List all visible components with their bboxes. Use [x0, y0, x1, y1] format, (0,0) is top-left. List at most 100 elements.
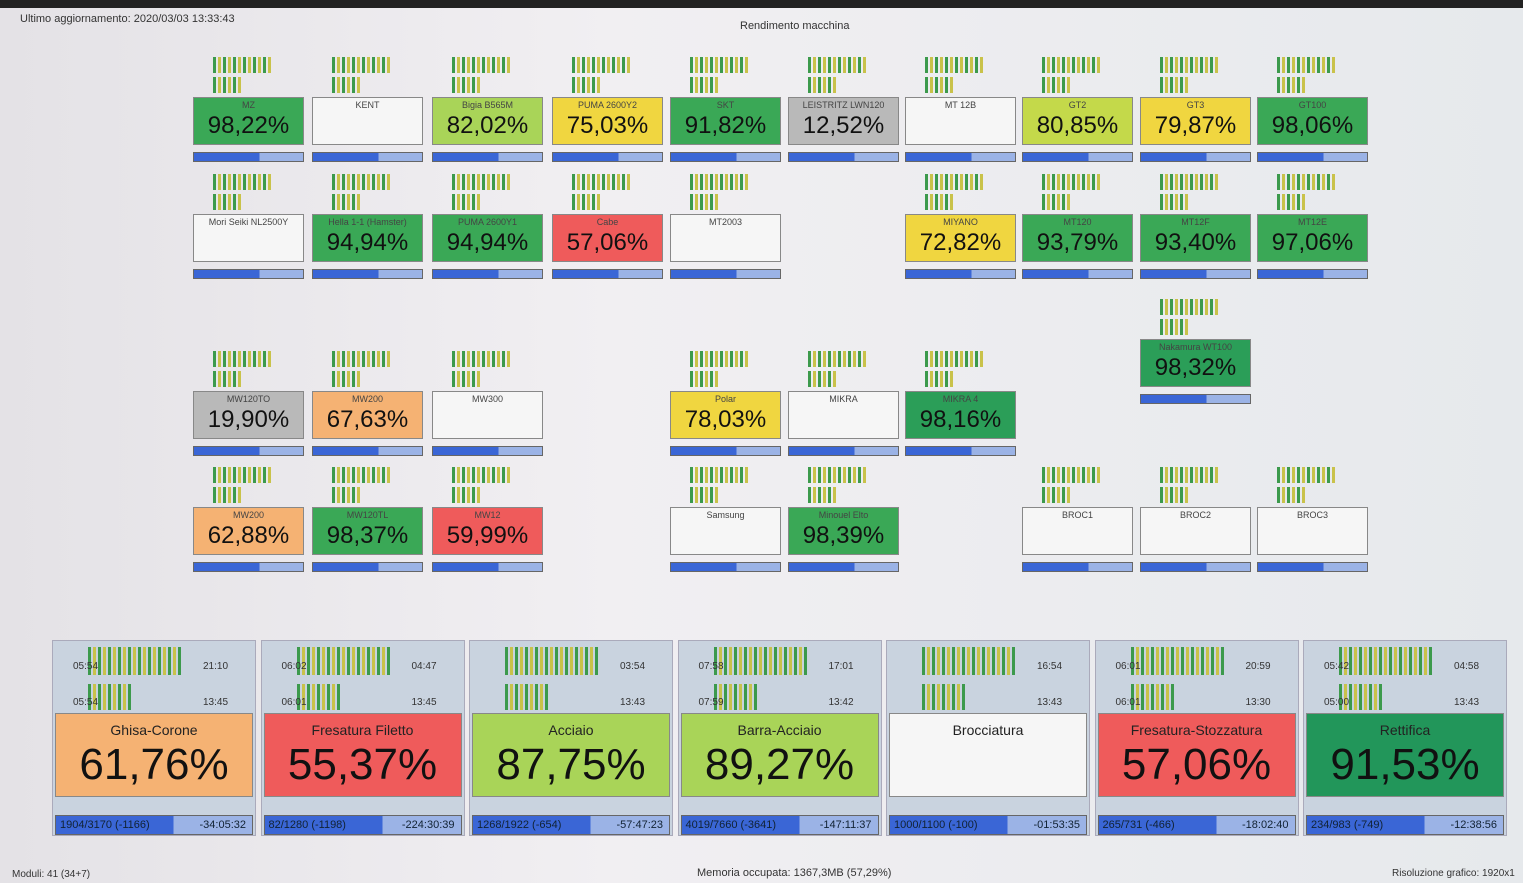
- time-label: 20:59: [1245, 661, 1271, 672]
- mini-chart: [922, 684, 967, 710]
- progress-bar: 82/1280 (-1198) -224:30:39: [263, 815, 462, 835]
- machine-name: BROC3: [1296, 510, 1328, 520]
- progress-bar: [432, 269, 543, 279]
- machine-name: KENT: [355, 100, 380, 110]
- mini-chart: [713, 647, 809, 675]
- machine-name: MW120TL: [346, 510, 389, 520]
- progress-bar: 265/731 (-466) -18:02:40: [1097, 815, 1296, 835]
- progress-bar: [312, 269, 423, 279]
- mini-chart: [1160, 487, 1190, 503]
- mini-chart: [1277, 77, 1307, 93]
- mini-chart: [690, 77, 720, 93]
- mini-chart: [213, 467, 273, 483]
- group-tile: Ghisa-Corone 61,76%: [55, 713, 253, 797]
- machine-name: Samsung: [706, 510, 745, 520]
- mini-chart: [808, 57, 868, 73]
- machine-tile: GT2 80,85%: [1022, 97, 1133, 145]
- machine-value: 93,79%: [1036, 229, 1119, 256]
- machine-value: 98,16%: [919, 406, 1002, 433]
- progress-bar: [1140, 152, 1251, 162]
- top-bar: [0, 0, 1523, 8]
- machine-tile: LEISTRITZ LWN120 12,52%: [788, 97, 899, 145]
- mini-chart: [690, 174, 750, 190]
- machine-tile: MT12E 97,06%: [1257, 214, 1368, 262]
- machine-value: 98,06%: [1271, 112, 1354, 139]
- group-name: Fresatura-Stozzatura: [1130, 722, 1263, 738]
- machine-value: 93,40%: [1154, 229, 1237, 256]
- mini-chart: [332, 194, 362, 210]
- machine-name: MW200: [232, 510, 264, 520]
- mini-chart: [1160, 194, 1190, 210]
- machine-name: BROC2: [1179, 510, 1211, 520]
- progress-bar: [670, 152, 781, 162]
- machine-tile: MIKRA: [788, 391, 899, 439]
- group-value: 57,06%: [1121, 740, 1272, 789]
- machine-name: Polar: [714, 394, 736, 404]
- group-panel: 03:54 13:43 Acciaio 87,75% 1268/1922 (-654) -…: [469, 640, 673, 836]
- machine-tile: MW300: [432, 391, 543, 439]
- group-count: 265/731 (-466): [1102, 819, 1175, 831]
- time-label: 13:42: [828, 697, 854, 708]
- time-label: 07:58: [698, 661, 724, 672]
- last-update: Ultimo aggiornamento: 2020/03/03 13:33:4…: [20, 13, 235, 25]
- progress-bar: [193, 152, 304, 162]
- machine-value: 72,82%: [919, 229, 1002, 256]
- progress-bar: [788, 152, 899, 162]
- progress-bar: 4019/7660 (-3641) -147:11:37: [680, 815, 879, 835]
- group-time: -18:02:40: [1242, 819, 1289, 831]
- machine-tile: MW200 62,88%: [193, 507, 304, 555]
- progress-bar: [1257, 269, 1368, 279]
- mini-chart: [1042, 467, 1102, 483]
- progress-bar: [670, 446, 781, 456]
- mini-chart: [690, 194, 720, 210]
- machine-tile: MIKRA 4 98,16%: [905, 391, 1016, 439]
- group-count: 1000/1100 (-100): [894, 819, 978, 831]
- machine-tile: MT2003: [670, 214, 781, 262]
- mini-chart: [452, 77, 482, 93]
- progress-bar: [432, 152, 543, 162]
- progress-bar: 1000/1100 (-100) -01:53:35: [889, 815, 1087, 835]
- progress-bar: 1904/3170 (-1166) -34:05:32: [55, 815, 253, 835]
- group-time: -34:05:32: [199, 819, 246, 831]
- progress-bar: 234/983 (-749) -12:38:56: [1306, 815, 1504, 835]
- time-label: 13:43: [620, 697, 646, 708]
- progress-bar: [193, 269, 304, 279]
- group-time: -224:30:39: [401, 819, 455, 831]
- group-name: Ghisa-Corone: [110, 722, 198, 738]
- progress-bar: [193, 562, 304, 572]
- progress-bar: [1257, 152, 1368, 162]
- modules: Moduli: 41 (34+7): [12, 869, 91, 880]
- mini-chart: [808, 467, 868, 483]
- mini-chart: [213, 77, 243, 93]
- mini-chart: [452, 351, 512, 367]
- machine-value: 62,88%: [207, 522, 290, 549]
- machine-name: MZ: [242, 100, 255, 110]
- progress-bar: [432, 446, 543, 456]
- progress-bar: [670, 269, 781, 279]
- mini-chart: [1042, 77, 1072, 93]
- progress-bar: 1268/1922 (-654) -57:47:23: [472, 815, 670, 835]
- mini-chart: [1277, 194, 1307, 210]
- machine-tile: MZ 98,22%: [193, 97, 304, 145]
- page-title: Rendimento macchina: [740, 20, 850, 32]
- machine-value: 59,99%: [446, 522, 529, 549]
- machine-tile: Hella 1-1 (Hamster) 94,94%: [312, 214, 423, 262]
- machine-value: 98,37%: [326, 522, 409, 549]
- time-label: 03:54: [620, 661, 646, 672]
- group-panel: 07:58 17:01 07:59 13:42 Barra-Acciaio 89,27% 4…: [677, 640, 882, 836]
- progress-bar: [1022, 152, 1133, 162]
- machine-tile: BROC3: [1257, 507, 1368, 555]
- machine-name: MT2003: [708, 217, 743, 227]
- mini-chart: [1042, 487, 1072, 503]
- machine-value: 94,94%: [446, 229, 529, 256]
- mini-chart: [690, 371, 720, 387]
- time-label: 04:58: [1454, 661, 1480, 672]
- mini-chart: [88, 647, 183, 675]
- machine-tile: MW12 59,99%: [432, 507, 543, 555]
- group-name: Rettifica: [1379, 722, 1431, 738]
- group-name: Brocciatura: [952, 722, 1024, 738]
- time-label: 06:01: [281, 697, 307, 708]
- mini-chart: [1160, 467, 1220, 483]
- mini-chart: [332, 487, 362, 503]
- time-label: 06:01: [1115, 661, 1141, 672]
